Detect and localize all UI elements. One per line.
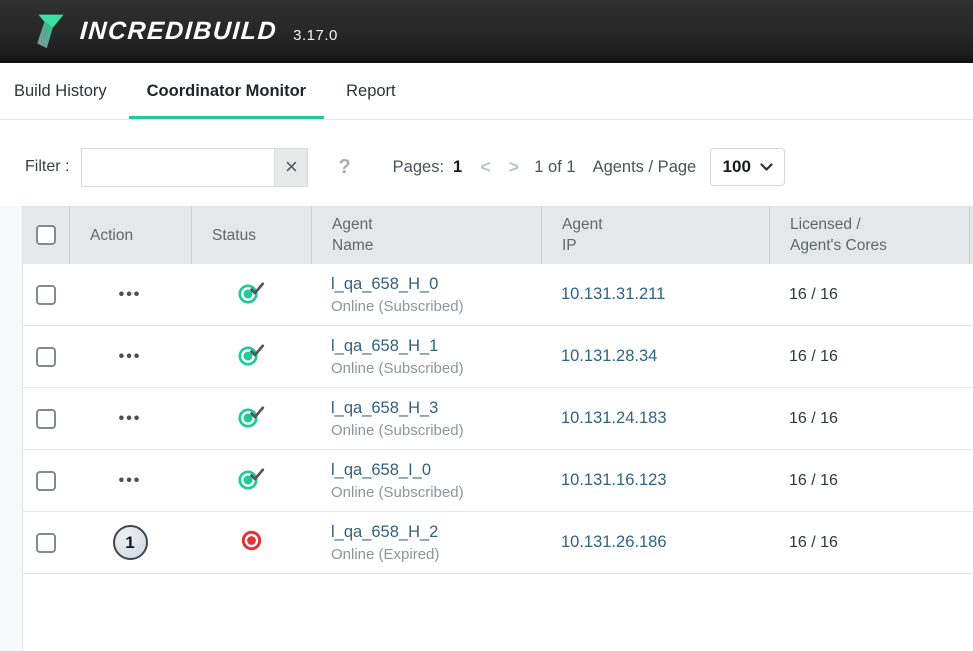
agent-state-label: Online (Subscribed) — [331, 359, 464, 377]
row-actions-menu-button[interactable]: ••• — [118, 347, 142, 365]
tab-coordinator-monitor-label: Coordinator Monitor — [146, 81, 307, 100]
agent-ip: 10.131.16.123 — [561, 471, 667, 489]
row-actions-menu-button[interactable]: ••• — [118, 285, 142, 303]
row-select-checkbox[interactable] — [36, 408, 56, 429]
tab-build-history[interactable]: Build History — [0, 63, 125, 119]
status-online-subscribed-icon — [237, 341, 265, 373]
tab-report[interactable]: Report — [328, 63, 414, 119]
agent-name-link[interactable]: l_qa_658_I_0 — [331, 460, 432, 479]
column-header-label: Action — [90, 226, 134, 244]
column-header-extra — [969, 206, 973, 264]
column-header-status: Status — [191, 206, 311, 264]
agent-ip: 10.131.24.183 — [561, 409, 667, 427]
status-online-subscribed-icon — [237, 465, 265, 497]
pages-label: Pages: — [392, 157, 445, 176]
top-brand-bar: INCREDIBUILD 3.17.0 — [0, 0, 973, 63]
page-range-label: 1 of 1 — [534, 157, 576, 176]
row-actions-menu-button[interactable]: ••• — [118, 409, 142, 427]
tab-build-history-label: Build History — [14, 81, 107, 100]
agent-state-label: Online (Expired) — [331, 545, 440, 563]
chevron-down-icon — [760, 162, 773, 171]
column-header-select — [23, 206, 69, 264]
table-row: ••• l_qa_658_I_0 Online (Subscribed) 10.131… — [23, 450, 973, 512]
agent-cores: 16 / 16 — [789, 533, 838, 551]
agent-ip: 10.131.28.34 — [561, 347, 658, 365]
agents-per-page-label: Agents / Page — [592, 157, 697, 176]
agents-table: Action Status Agent Name Agent IP Licensed / Ag… — [22, 206, 973, 651]
main-tab-bar: Build History Coordinator Monitor Report — [0, 63, 973, 120]
agent-state-label: Online (Subscribed) — [331, 421, 464, 439]
prev-page-button[interactable]: < — [480, 156, 491, 177]
row-select-checkbox[interactable] — [36, 346, 56, 367]
status-online-subscribed-icon — [237, 403, 265, 435]
active-tab-underline — [128, 116, 325, 119]
help-icon[interactable]: ? — [338, 155, 351, 178]
agent-cores: 16 / 16 — [789, 347, 838, 365]
column-header-label: Agent's Cores — [790, 237, 887, 254]
column-header-action: Action — [69, 206, 191, 264]
row-select-checkbox[interactable] — [36, 284, 56, 305]
clear-x-icon: × — [285, 154, 298, 179]
column-header-ip: Agent IP — [541, 206, 769, 264]
tab-report-label: Report — [346, 81, 396, 100]
row-actions-menu-button[interactable]: ••• — [118, 471, 142, 489]
status-online-expired-icon — [240, 529, 263, 557]
column-header-label: Name — [332, 237, 374, 254]
column-header-label: Agent — [332, 216, 373, 233]
incredibuild-logo-icon — [37, 14, 64, 48]
page-left-gutter — [0, 206, 22, 651]
status-online-subscribed-icon — [237, 279, 265, 311]
filter-pagination-bar: Filter : × ? Pages: 1 < > 1 of 1 Agents … — [0, 120, 973, 206]
table-row: ••• l_qa_658_H_0 Online (Subscribed) 10.131… — [23, 264, 973, 326]
tab-coordinator-monitor[interactable]: Coordinator Monitor — [128, 63, 325, 119]
column-header-label: Agent — [562, 216, 603, 233]
agents-table-zone: Action Status Agent Name Agent IP Licensed / Ag… — [0, 206, 973, 651]
filter-clear-button[interactable]: × — [274, 147, 309, 187]
row-select-checkbox[interactable] — [36, 470, 56, 491]
agent-name-link[interactable]: l_qa_658_H_0 — [331, 274, 439, 293]
agent-cores: 16 / 16 — [789, 471, 838, 489]
column-header-label: Status — [212, 226, 256, 244]
current-page-number: 1 — [453, 157, 463, 176]
row-select-checkbox[interactable] — [36, 532, 56, 553]
table-body: ••• l_qa_658_H_0 Online (Subscribed) 10.131… — [23, 264, 973, 574]
column-header-cores: Licensed / Agent's Cores — [769, 206, 969, 264]
filter-label: Filter : — [25, 158, 70, 175]
table-row: 1 l_qa_658_H_2 Online (Expired) 10.131.26.1… — [23, 512, 973, 574]
agents-per-page-value: 100 — [722, 157, 751, 176]
select-all-checkbox[interactable] — [36, 225, 56, 245]
column-header-name: Agent Name — [311, 206, 541, 264]
table-header-row: Action Status Agent Name Agent IP Licensed / Ag… — [23, 206, 973, 264]
app-version: 3.17.0 — [293, 27, 338, 44]
brand-wordmark: INCREDIBUILD — [79, 17, 279, 45]
column-header-label: Licensed / — [790, 216, 861, 233]
agent-cores: 16 / 16 — [789, 285, 838, 303]
agents-per-page-select[interactable]: 100 — [710, 148, 786, 186]
agent-ip: 10.131.26.186 — [561, 533, 667, 551]
agent-state-label: Online (Subscribed) — [331, 297, 464, 315]
agent-cores: 16 / 16 — [789, 409, 838, 427]
agent-name-link[interactable]: l_qa_658_H_2 — [331, 522, 439, 541]
next-page-button[interactable]: > — [508, 156, 520, 177]
filter-input[interactable] — [81, 147, 275, 187]
column-header-label: IP — [562, 237, 577, 254]
agent-ip: 10.131.31.211 — [561, 285, 666, 303]
agent-state-label: Online (Subscribed) — [331, 483, 464, 501]
table-row: ••• l_qa_658_H_3 Online (Subscribed) 10.131… — [23, 388, 973, 450]
table-row: ••• l_qa_658_H_1 Online (Subscribed) 10.131… — [23, 326, 973, 388]
agent-name-link[interactable]: l_qa_658_H_3 — [331, 398, 439, 417]
agent-name-link[interactable]: l_qa_658_H_1 — [331, 336, 439, 355]
agent-count-badge[interactable]: 1 — [112, 525, 148, 560]
